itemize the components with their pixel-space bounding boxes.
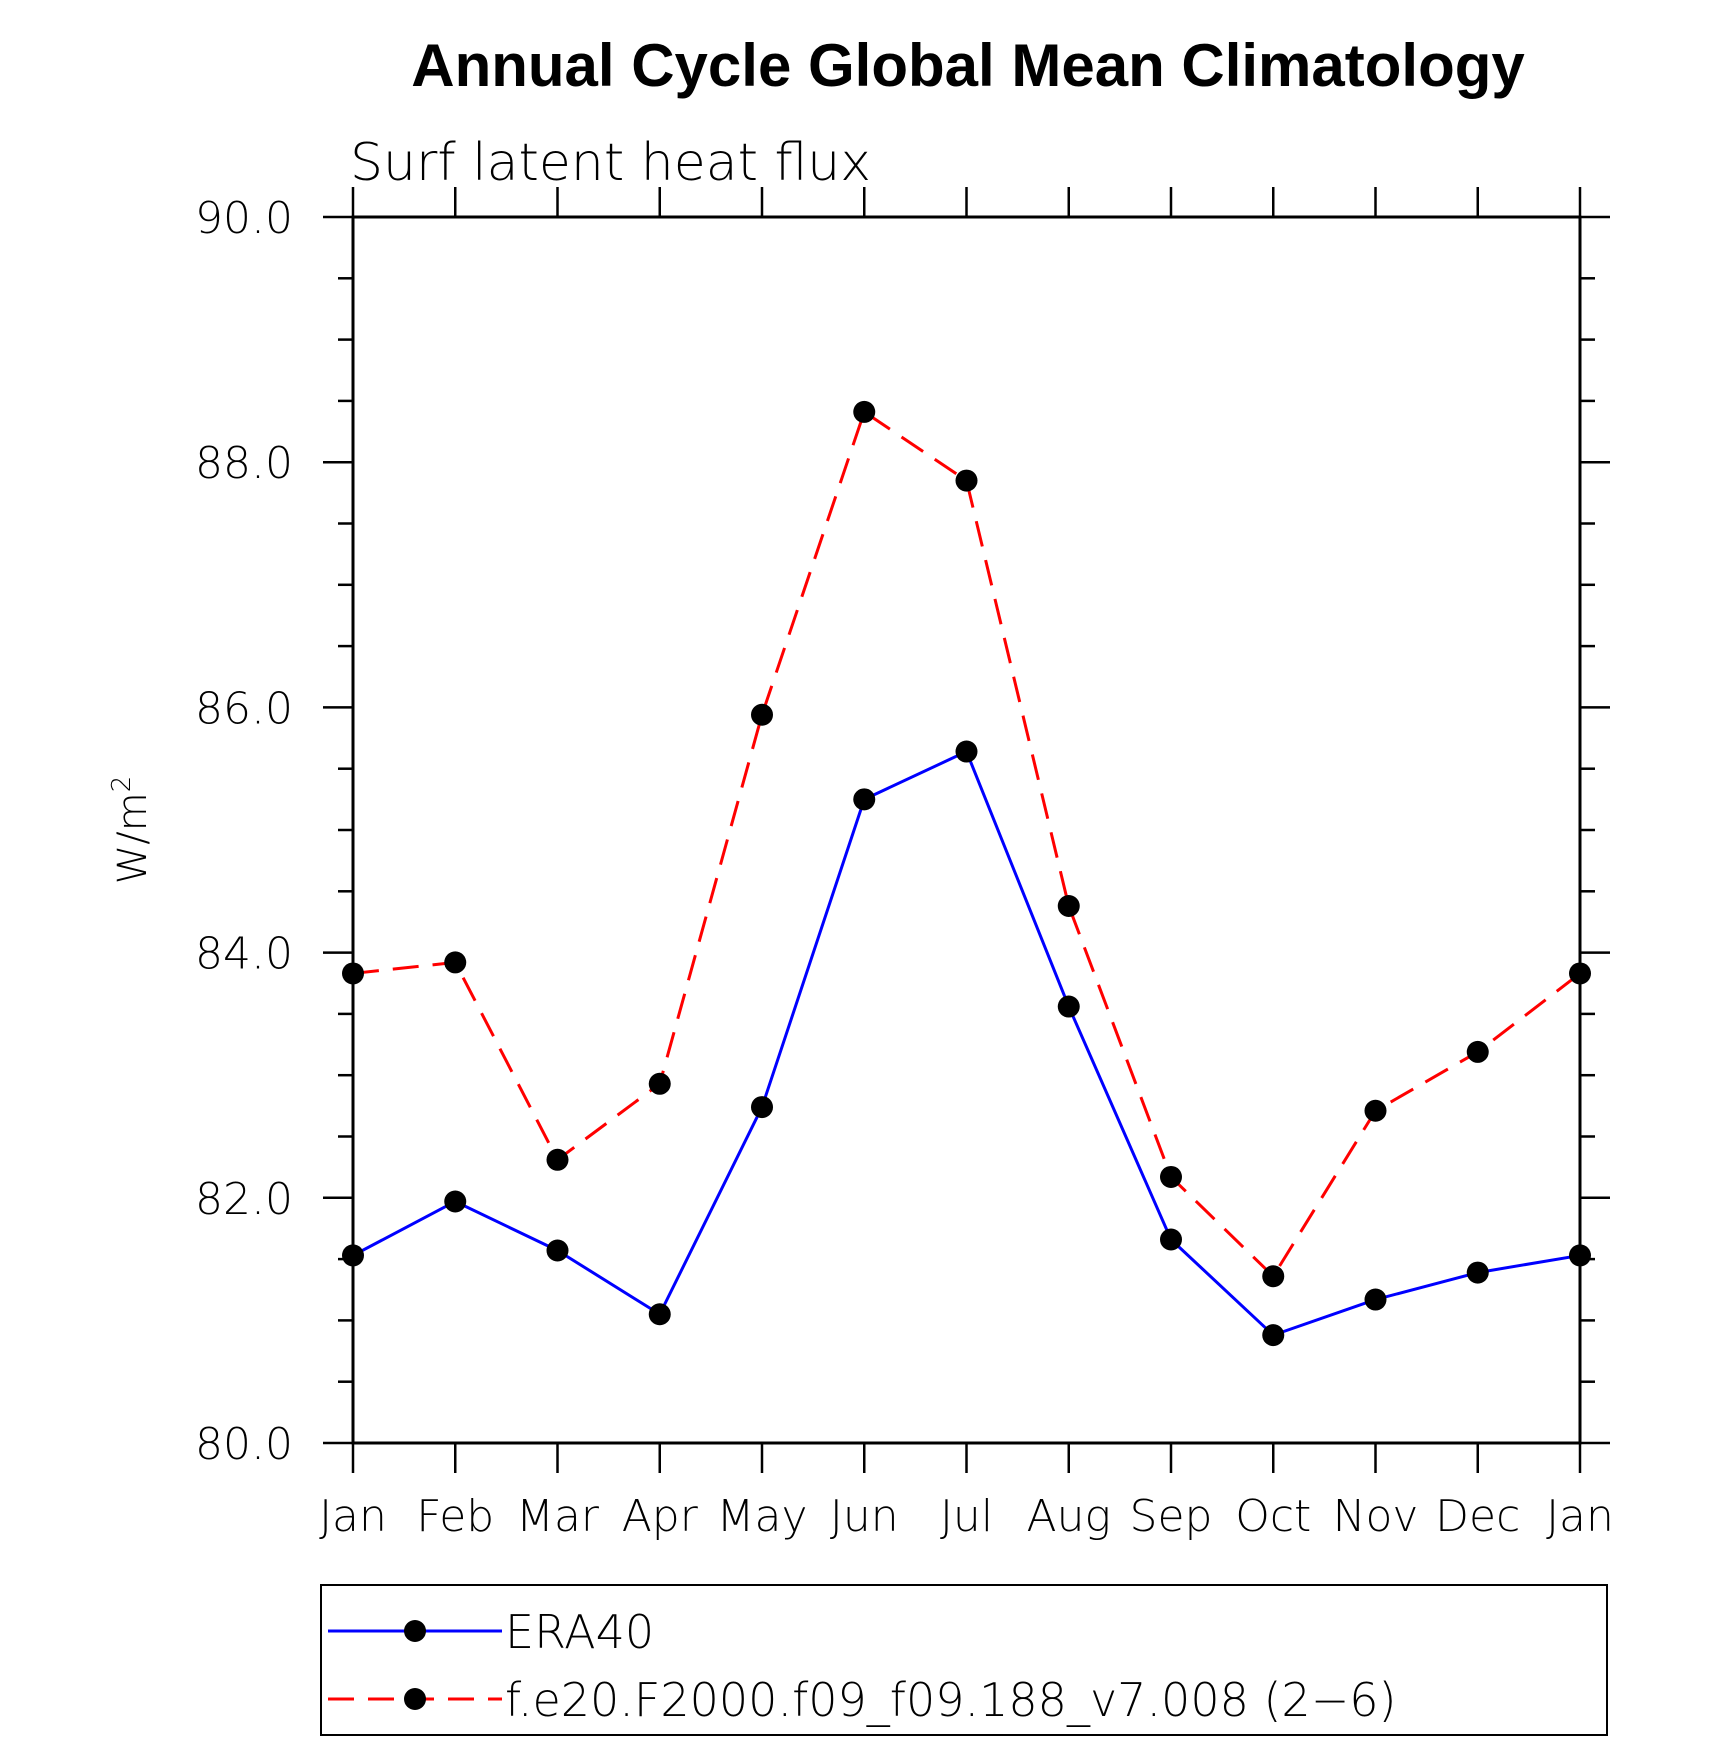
series-lines [352, 410, 1581, 1337]
data-point-series-0 [955, 740, 978, 763]
x-tick-label: Aug [1027, 1491, 1111, 1542]
x-tick-label: Jul [940, 1491, 993, 1542]
series-markers [342, 400, 1591, 1347]
data-point-series-0 [1364, 1288, 1387, 1311]
x-tick-label: Jan [1546, 1491, 1614, 1542]
x-tick-label: Mar [516, 1491, 600, 1542]
data-point-series-0 [1160, 1228, 1182, 1251]
x-tick-label: Apr [622, 1491, 699, 1542]
series-line-1 [352, 410, 1581, 1278]
y-axis-label-superscript: 2 [107, 776, 137, 793]
data-point-series-0 [648, 1303, 671, 1326]
y-axis-label: W/m2 [107, 776, 156, 885]
y-axis-tick-labels: 80.0 82.0 84.0 86.0 88.0 90.0 [195, 193, 293, 1470]
data-point-series-1 [1569, 962, 1591, 985]
chart-subtitle: Surf latent heat flux [350, 133, 871, 193]
x-tick-label: Feb [416, 1491, 494, 1542]
legend-marker-era40 [404, 1620, 426, 1642]
series-line-0 [352, 750, 1581, 1337]
x-tick-label: Sep [1130, 1491, 1213, 1542]
data-point-series-0 [1057, 995, 1080, 1018]
data-point-series-1 [1160, 1165, 1182, 1188]
legend-box [320, 1584, 1608, 1736]
x-axis-tick-labels: Jan Feb Mar Apr May Jun Jul Aug Sep Oct Nov Dec Jan [319, 1491, 1614, 1542]
data-point-series-1 [546, 1148, 569, 1171]
data-point-series-0 [1569, 1244, 1591, 1267]
data-point-series-0 [444, 1190, 467, 1213]
data-point-series-0 [1262, 1324, 1285, 1347]
data-point-series-1 [1262, 1265, 1285, 1288]
data-point-series-0 [546, 1239, 569, 1262]
y-tick-label: 88.0 [195, 438, 293, 489]
x-tick-label: Dec [1435, 1491, 1520, 1542]
data-point-series-1 [1057, 895, 1080, 918]
chart-title: Annual Cycle Global Mean Climatology [411, 32, 1525, 99]
data-point-series-1 [955, 469, 978, 492]
data-point-series-0 [1466, 1261, 1489, 1284]
data-point-series-1 [342, 962, 364, 985]
y-tick-label: 82.0 [195, 1174, 293, 1225]
x-axis-ticks [351, 187, 1582, 1473]
data-point-series-1 [853, 400, 876, 423]
legend-marker-model [404, 1688, 426, 1710]
data-point-series-1 [751, 703, 773, 726]
x-tick-label: Jan [319, 1491, 387, 1542]
data-point-series-1 [648, 1072, 671, 1095]
y-tick-label: 90.0 [195, 193, 293, 244]
x-tick-label: Nov [1333, 1491, 1419, 1542]
plot-frame [351, 215, 1582, 1445]
data-point-series-0 [853, 788, 876, 811]
x-tick-label: May [717, 1491, 808, 1542]
x-tick-label: Jun [830, 1491, 899, 1542]
y-tick-label: 84.0 [195, 929, 293, 980]
data-point-series-1 [1466, 1040, 1489, 1063]
legend-label-era40: ERA40 [505, 1605, 654, 1659]
data-point-series-0 [751, 1096, 773, 1119]
y-tick-label: 86.0 [195, 683, 293, 734]
data-point-series-1 [444, 951, 467, 974]
x-tick-label: Oct [1235, 1491, 1311, 1542]
y-tick-label: 80.0 [195, 1419, 293, 1470]
data-point-series-1 [1364, 1099, 1387, 1122]
y-axis-label-base: W/m [110, 792, 156, 884]
legend-label-model: f.e20.F2000.f09_f09.188_v7.008 (2−6) [505, 1673, 1396, 1727]
y-axis-ticks [323, 215, 1610, 1445]
data-point-series-0 [342, 1244, 364, 1267]
legend: ERA40 f.e20.F2000.f09_f09.188_v7.008 (2−… [320, 1584, 1608, 1736]
